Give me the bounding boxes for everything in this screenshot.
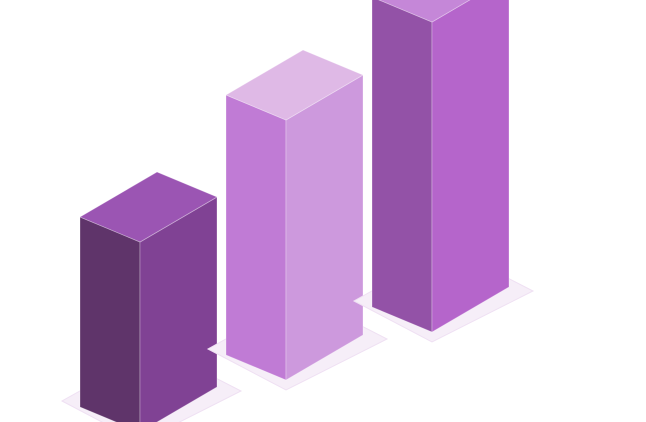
bar-2-left-face [225,94,287,381]
bar-1-top-face [79,171,218,243]
bar-1-left-face [79,216,141,422]
bar-3-right-face [431,0,510,333]
bar-2-top-face [225,49,364,121]
bar-2-right-face [285,74,364,381]
bar-3-top-face [378,0,471,23]
bar-3-left-face [371,0,433,333]
